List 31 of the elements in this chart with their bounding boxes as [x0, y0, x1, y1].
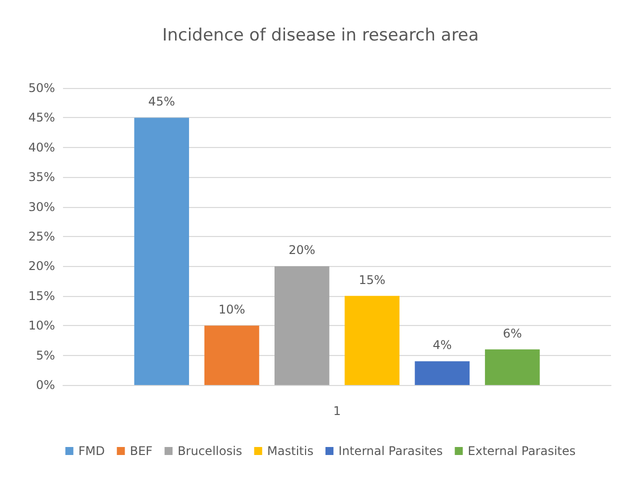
bar [204, 326, 260, 385]
y-tick-label: 40% [28, 140, 55, 154]
data-label: 15% [358, 272, 386, 287]
y-tick-label: 20% [28, 259, 55, 274]
y-tick-label: 45% [28, 110, 55, 125]
y-tick-label: 50% [28, 81, 55, 95]
legend-label: BEF [130, 444, 153, 458]
y-tick-label: 35% [28, 170, 55, 184]
y-tick-label: 10% [28, 318, 55, 333]
chart-title: Incidence of disease in research area [162, 26, 479, 46]
legend-label: Brucellosis [178, 444, 242, 458]
y-tick-label: 25% [28, 230, 55, 244]
y-tick-label: 5% [36, 348, 55, 362]
data-label: 4% [432, 338, 452, 352]
legend-label: Internal Parasites [338, 444, 443, 458]
data-label: 6% [502, 326, 522, 340]
data-label: 10% [218, 302, 246, 317]
bar [134, 118, 190, 385]
x-tick-label: 1 [333, 404, 341, 418]
bar [414, 361, 470, 385]
data-label: 20% [288, 243, 316, 258]
bar [484, 349, 540, 385]
y-tick-label: 15% [28, 288, 55, 303]
y-tick-label: 30% [28, 200, 55, 214]
y-tick-label: 0% [36, 378, 55, 392]
legend-label: FMD [78, 444, 105, 458]
data-label: 45% [148, 94, 175, 109]
legend-label: External Parasites [468, 444, 576, 458]
bar [344, 296, 400, 385]
legend-label: Mastitis [267, 444, 314, 458]
bar [274, 266, 330, 385]
